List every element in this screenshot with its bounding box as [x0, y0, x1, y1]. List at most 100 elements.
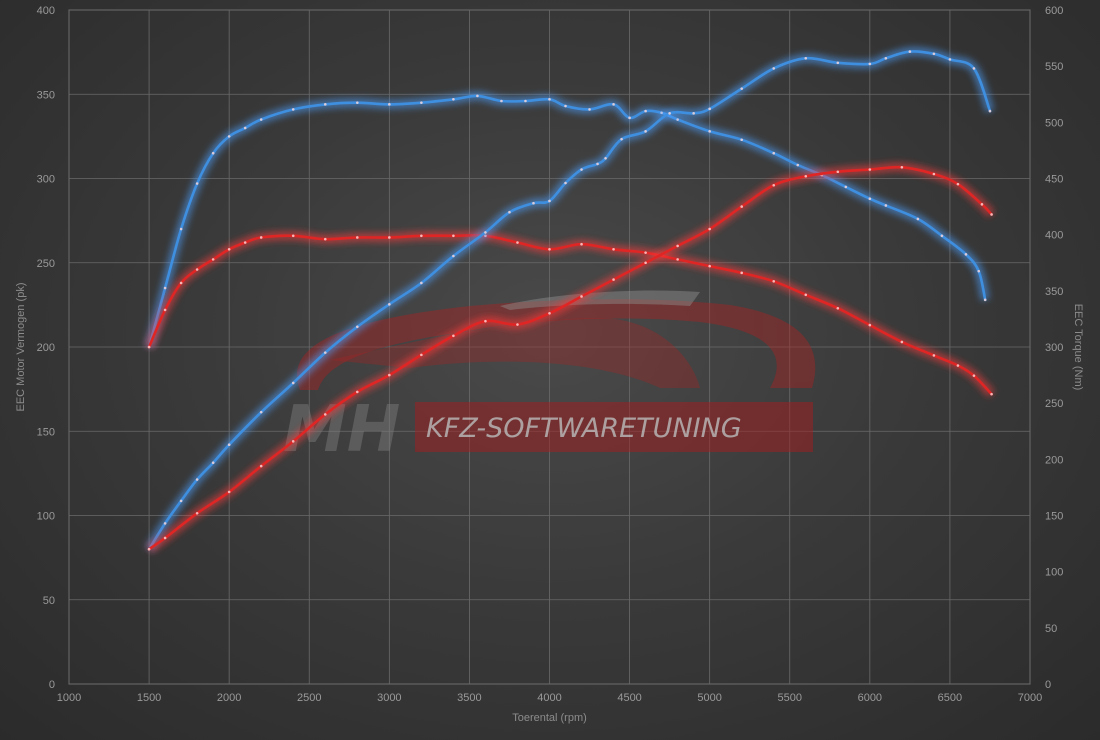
data-point	[259, 410, 263, 414]
data-point	[227, 135, 231, 138]
data-point	[356, 101, 359, 104]
data-point	[644, 109, 647, 113]
data-point	[836, 61, 840, 65]
y-right-tick-label: 50	[1045, 623, 1057, 635]
series-2	[145, 46, 995, 552]
data-point	[932, 354, 936, 357]
data-point	[884, 204, 888, 207]
y-left-tick-label: 400	[37, 5, 55, 17]
series-3	[146, 162, 995, 553]
watermark-banner	[415, 402, 813, 452]
data-point	[227, 443, 231, 447]
data-point	[990, 213, 993, 216]
data-point	[708, 130, 711, 133]
y-right-tick-label: 450	[1045, 174, 1063, 186]
data-point	[948, 58, 952, 61]
data-point	[147, 547, 151, 551]
data-point	[612, 247, 615, 251]
x-tick-label: 2000	[217, 692, 241, 704]
data-point	[676, 244, 679, 248]
data-point	[259, 236, 263, 239]
x-tick-label: 6000	[858, 692, 882, 704]
data-point	[211, 258, 215, 261]
y-right-tick-label: 150	[1045, 511, 1063, 523]
data-point	[844, 185, 848, 189]
data-point	[868, 197, 872, 201]
x-tick-label: 6500	[938, 692, 962, 704]
data-point	[476, 94, 479, 98]
data-point	[195, 268, 199, 271]
data-point	[868, 168, 872, 171]
data-point	[163, 308, 167, 312]
series-0	[144, 91, 990, 349]
data-point	[195, 511, 199, 515]
data-point	[323, 237, 327, 241]
data-point	[259, 464, 263, 468]
data-point	[227, 490, 231, 494]
series-line	[147, 94, 987, 349]
y-right-tick-label: 500	[1045, 117, 1063, 129]
data-point	[868, 323, 872, 327]
y-right-tick-label: 350	[1045, 286, 1063, 298]
watermark-logo: MH KFZ-SOFTWARETUNING	[283, 290, 816, 467]
data-point	[740, 271, 743, 275]
watermark-brand-text: KFZ-SOFTWARETUNING	[426, 413, 742, 444]
data-point	[508, 210, 511, 214]
y-axis-left-title: EEC Motor Vermogen (pk)	[15, 283, 27, 412]
data-point	[772, 183, 776, 187]
data-point	[804, 57, 808, 60]
data-point	[179, 281, 183, 285]
data-point	[620, 137, 623, 141]
data-point	[323, 103, 327, 106]
data-point	[500, 99, 503, 103]
y-axis-right-title: EEC Torque (Nm)	[1072, 304, 1084, 391]
data-point	[900, 165, 904, 169]
data-point	[291, 440, 295, 443]
data-point	[243, 241, 247, 244]
data-point	[548, 199, 551, 203]
y-right-tick-label: 100	[1045, 567, 1063, 579]
watermark-car-roof	[500, 290, 700, 310]
data-point	[516, 241, 519, 244]
data-point	[388, 373, 391, 377]
data-point	[524, 99, 527, 103]
x-tick-label: 5000	[697, 692, 721, 704]
data-point	[740, 87, 743, 90]
data-point	[564, 181, 567, 185]
data-point	[356, 325, 359, 329]
data-point	[388, 303, 391, 306]
data-point	[708, 107, 711, 111]
y-left-tick-label: 0	[49, 679, 55, 691]
data-point	[772, 67, 776, 70]
data-point	[484, 319, 487, 323]
data-point	[692, 112, 695, 115]
data-point	[420, 353, 423, 357]
data-point	[259, 118, 263, 121]
data-point	[227, 247, 231, 251]
data-point	[668, 112, 671, 115]
data-point	[972, 67, 976, 70]
grid	[68, 9, 1031, 685]
x-tick-label: 5500	[778, 692, 802, 704]
x-axis-title: Toerental (rpm)	[512, 712, 587, 724]
x-tick-label: 2500	[297, 692, 321, 704]
data-point	[291, 234, 295, 238]
y-left-tick-label: 200	[37, 342, 55, 354]
data-point	[195, 478, 199, 481]
x-tick-label: 7000	[1018, 692, 1042, 704]
data-point	[956, 182, 960, 186]
data-point	[772, 151, 776, 155]
series-line	[147, 234, 993, 396]
data-point	[676, 118, 679, 121]
x-tick-label: 1000	[57, 692, 81, 704]
data-point	[612, 103, 615, 106]
data-point	[588, 108, 591, 111]
data-point	[916, 217, 920, 221]
data-point	[452, 334, 455, 338]
data-point	[612, 278, 615, 281]
data-point	[708, 227, 711, 231]
data-point	[564, 104, 567, 108]
data-point	[740, 205, 743, 208]
data-point	[804, 174, 808, 178]
data-point	[804, 293, 808, 297]
